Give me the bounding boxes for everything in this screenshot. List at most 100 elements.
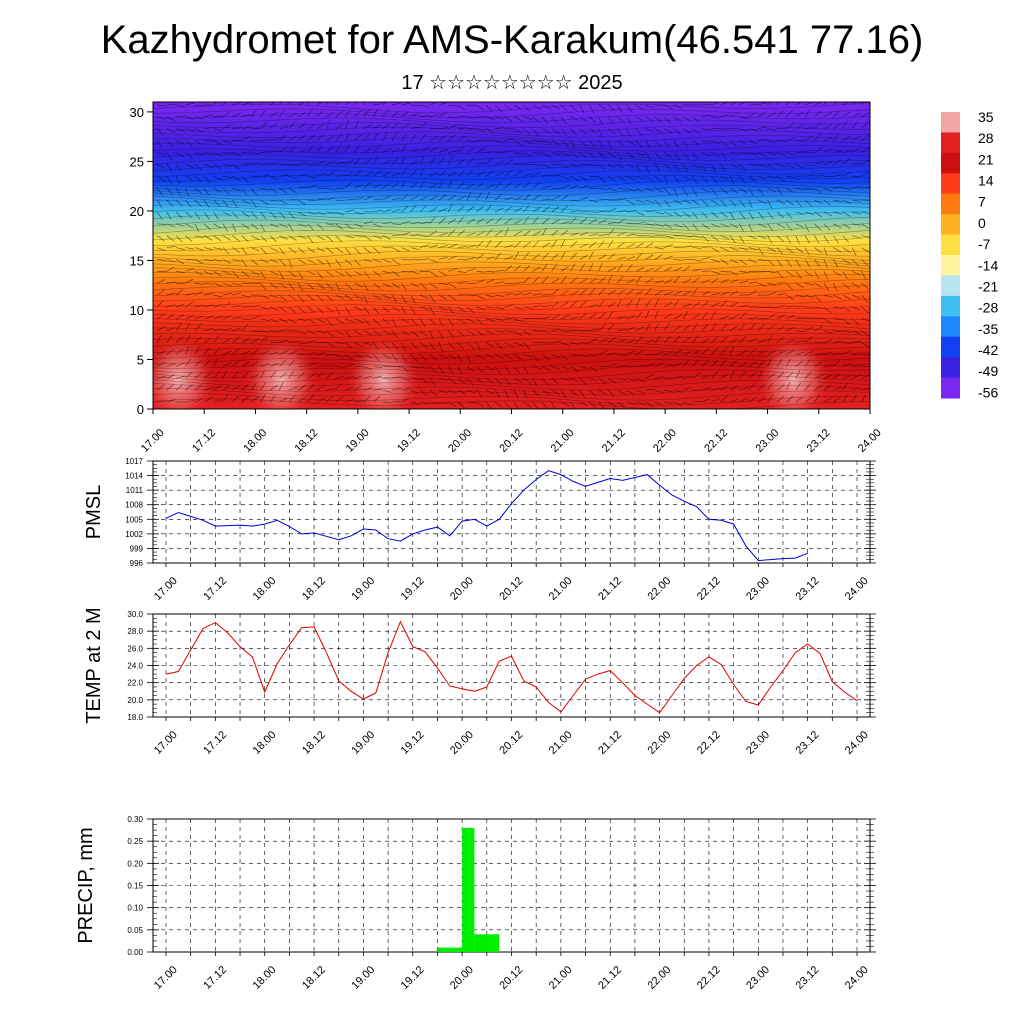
surface-hotspot <box>757 337 830 409</box>
wind-barb <box>729 385 738 391</box>
wind-barb <box>466 389 476 394</box>
wind-barb <box>307 145 314 153</box>
wind-barb <box>758 126 768 130</box>
wind-barb <box>767 152 777 156</box>
wind-barb <box>861 170 869 177</box>
wind-barb <box>767 259 775 266</box>
wind-barb <box>588 288 596 296</box>
wind-barb <box>504 149 514 153</box>
wind-barb <box>701 187 710 193</box>
wind-barb <box>250 187 258 196</box>
wind-barb <box>805 350 814 355</box>
y-tick-label: 1005 <box>125 515 143 524</box>
wind-barb <box>391 306 401 312</box>
wind-barb <box>222 292 232 296</box>
wind-barb <box>833 223 842 229</box>
wind-barb <box>204 292 214 296</box>
wind-barb <box>786 211 793 220</box>
wind-barb <box>213 282 223 287</box>
contour-line <box>153 170 870 182</box>
wind-barb <box>297 247 306 254</box>
wind-barb <box>804 199 812 207</box>
wind-barb <box>185 128 195 132</box>
wind-barb <box>203 187 210 196</box>
wind-barb <box>607 152 616 158</box>
wind-barb <box>419 167 425 177</box>
wind-barb <box>664 244 673 248</box>
wind-barb <box>157 361 166 367</box>
wind-barb <box>194 187 203 195</box>
wind-barb <box>335 294 345 300</box>
wind-barb <box>823 397 832 403</box>
wind-barb <box>588 218 598 225</box>
wind-barb <box>598 210 608 213</box>
wind-barb <box>335 199 345 202</box>
wind-barb <box>391 147 400 153</box>
wind-barb <box>757 187 764 196</box>
wind-barb <box>673 176 680 184</box>
wind-barb <box>786 395 794 403</box>
wind-barb <box>410 112 420 118</box>
wind-barb <box>645 363 655 367</box>
wind-barb <box>354 384 363 391</box>
wind-barb <box>382 160 391 165</box>
wind-barb <box>391 181 399 189</box>
wind-barb <box>438 389 448 394</box>
wind-barb <box>363 109 370 118</box>
wind-barb <box>438 102 448 106</box>
wind-barb <box>495 181 502 189</box>
wind-barb <box>617 198 627 201</box>
wind-barb <box>354 271 363 276</box>
wind-barb <box>729 152 740 154</box>
wind-barb <box>279 350 288 355</box>
wind-barb <box>326 172 335 177</box>
wind-barb <box>814 223 822 231</box>
wind-barb <box>175 223 185 227</box>
wind-barb <box>579 254 588 260</box>
wind-barb <box>842 247 851 253</box>
wind-barb <box>579 152 588 159</box>
wind-barb <box>448 294 457 301</box>
wind-barb <box>776 259 783 267</box>
wind-barb <box>767 271 777 274</box>
wind-barb <box>232 247 241 253</box>
wind-barb <box>664 223 673 229</box>
wind-barb <box>156 140 163 149</box>
y-tick-label: 999 <box>130 544 144 553</box>
wind-barb <box>711 152 720 157</box>
wind-barb <box>664 291 673 296</box>
wind-barb <box>241 223 250 230</box>
wind-barb <box>429 271 438 277</box>
wind-barb <box>710 347 718 355</box>
wind-barb <box>335 223 343 230</box>
wind-barb <box>861 388 870 391</box>
wind-barb <box>213 235 222 242</box>
wind-barb <box>194 315 204 320</box>
wind-barb <box>532 206 541 213</box>
y-tick-label: 0.20 <box>127 859 143 868</box>
wind-barb <box>795 330 805 333</box>
wind-barb <box>335 102 340 106</box>
wind-barb <box>711 199 720 205</box>
wind-barb <box>748 316 758 320</box>
wind-barb <box>260 247 268 255</box>
wind-barb <box>232 175 241 181</box>
wind-barb <box>495 127 505 130</box>
wind-barb <box>438 156 445 165</box>
wind-barb <box>729 164 739 169</box>
wind-barb <box>542 152 551 158</box>
contour-line <box>153 279 870 292</box>
wind-barb <box>720 278 729 284</box>
wind-barb <box>617 276 624 284</box>
wind-barb <box>758 138 768 141</box>
wind-barb <box>466 354 471 364</box>
wind-barb <box>373 259 382 263</box>
wind-barb <box>335 162 345 165</box>
wind-barb <box>570 316 580 320</box>
x-tick-label: 18.12 <box>293 427 321 455</box>
wind-barb <box>222 187 230 195</box>
wind-barb <box>776 293 786 296</box>
wind-barb <box>626 389 635 395</box>
wind-barb <box>645 187 655 192</box>
wind-barb <box>438 401 448 404</box>
